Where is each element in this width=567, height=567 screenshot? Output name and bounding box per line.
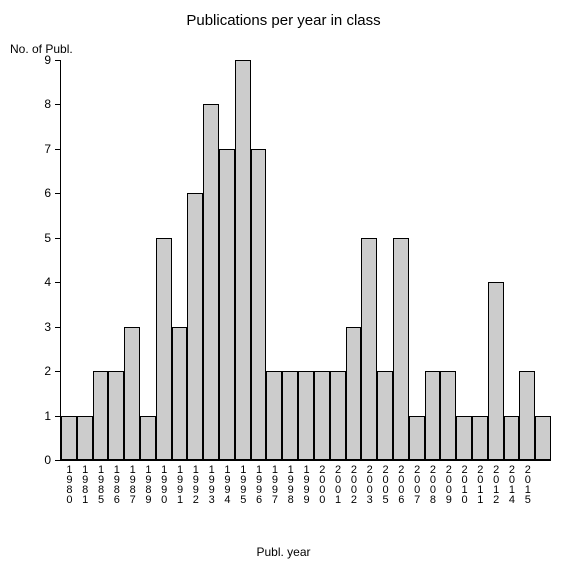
y-tick xyxy=(55,460,61,461)
x-tick-label: 1999 xyxy=(301,464,312,504)
y-tick-label: 4 xyxy=(44,275,51,289)
y-tick-label: 6 xyxy=(44,186,51,200)
x-tick-label: 2007 xyxy=(411,464,422,504)
bar xyxy=(77,416,93,460)
x-tick-label: 1985 xyxy=(95,464,106,504)
bar xyxy=(409,416,425,460)
chart-title: Publications per year in class xyxy=(0,12,567,29)
bar xyxy=(235,60,251,460)
x-tick-label: 2010 xyxy=(459,464,470,504)
x-tick-label: 2011 xyxy=(474,464,485,504)
bar xyxy=(172,327,188,460)
y-tick xyxy=(55,149,61,150)
bar xyxy=(456,416,472,460)
y-tick-label: 9 xyxy=(44,53,51,67)
x-tick-label: 1981 xyxy=(79,464,90,504)
bar xyxy=(361,238,377,460)
x-tick-label: 1994 xyxy=(221,464,232,504)
y-tick-label: 7 xyxy=(44,142,51,156)
bar xyxy=(330,371,346,460)
bar xyxy=(425,371,441,460)
bar xyxy=(472,416,488,460)
x-tick-label: 2005 xyxy=(380,464,391,504)
bar xyxy=(124,327,140,460)
bar xyxy=(535,416,551,460)
x-tick-label: 1987 xyxy=(127,464,138,504)
bar xyxy=(393,238,409,460)
y-tick-label: 5 xyxy=(44,231,51,245)
bar xyxy=(488,282,504,460)
y-tick-label: 0 xyxy=(44,453,51,467)
y-tick xyxy=(55,238,61,239)
bar xyxy=(266,371,282,460)
x-tick-label: 2009 xyxy=(443,464,454,504)
y-tick xyxy=(55,371,61,372)
x-tick-label: 1993 xyxy=(206,464,217,504)
x-tick-label: 2008 xyxy=(427,464,438,504)
y-tick xyxy=(55,327,61,328)
bar xyxy=(282,371,298,460)
x-axis-label: Publ. year xyxy=(0,545,567,559)
bar xyxy=(61,416,77,460)
y-tick-label: 8 xyxy=(44,97,51,111)
x-tick-label: 1990 xyxy=(158,464,169,504)
y-tick xyxy=(55,104,61,105)
y-tick xyxy=(55,60,61,61)
x-tick-label: 2014 xyxy=(506,464,517,504)
chart-container: Publications per year in class No. of Pu… xyxy=(0,0,567,567)
x-tick-label: 1998 xyxy=(285,464,296,504)
x-tick-label: 2000 xyxy=(316,464,327,504)
bar xyxy=(108,371,124,460)
x-tick-label: 2001 xyxy=(332,464,343,504)
x-tick-label: 2006 xyxy=(395,464,406,504)
bar xyxy=(440,371,456,460)
x-tick-label: 1989 xyxy=(142,464,153,504)
y-tick xyxy=(55,193,61,194)
bar xyxy=(156,238,172,460)
y-tick xyxy=(55,282,61,283)
y-tick-label: 1 xyxy=(44,409,51,423)
y-tick-label: 3 xyxy=(44,320,51,334)
x-tick-label: 1996 xyxy=(253,464,264,504)
bar xyxy=(298,371,314,460)
x-tick-label: 2012 xyxy=(490,464,501,504)
bar xyxy=(93,371,109,460)
x-tick-label: 1986 xyxy=(111,464,122,504)
bar xyxy=(314,371,330,460)
y-axis-label: No. of Publ. xyxy=(10,42,73,56)
x-tick-label: 1997 xyxy=(269,464,280,504)
bar xyxy=(346,327,362,460)
x-tick-label: 1992 xyxy=(190,464,201,504)
bar xyxy=(504,416,520,460)
bar xyxy=(219,149,235,460)
bar xyxy=(187,193,203,460)
y-tick-label: 2 xyxy=(44,364,51,378)
x-tick-label: 1991 xyxy=(174,464,185,504)
x-tick-label: 2002 xyxy=(348,464,359,504)
bar xyxy=(519,371,535,460)
x-tick-label: 2015 xyxy=(522,464,533,504)
x-tick-label: 2003 xyxy=(364,464,375,504)
bar xyxy=(203,104,219,460)
bar xyxy=(140,416,156,460)
plot-area: 0123456789198019811985198619871989199019… xyxy=(60,60,551,461)
bar xyxy=(377,371,393,460)
x-tick-label: 1980 xyxy=(63,464,74,504)
x-tick-label: 1995 xyxy=(237,464,248,504)
bar xyxy=(251,149,267,460)
